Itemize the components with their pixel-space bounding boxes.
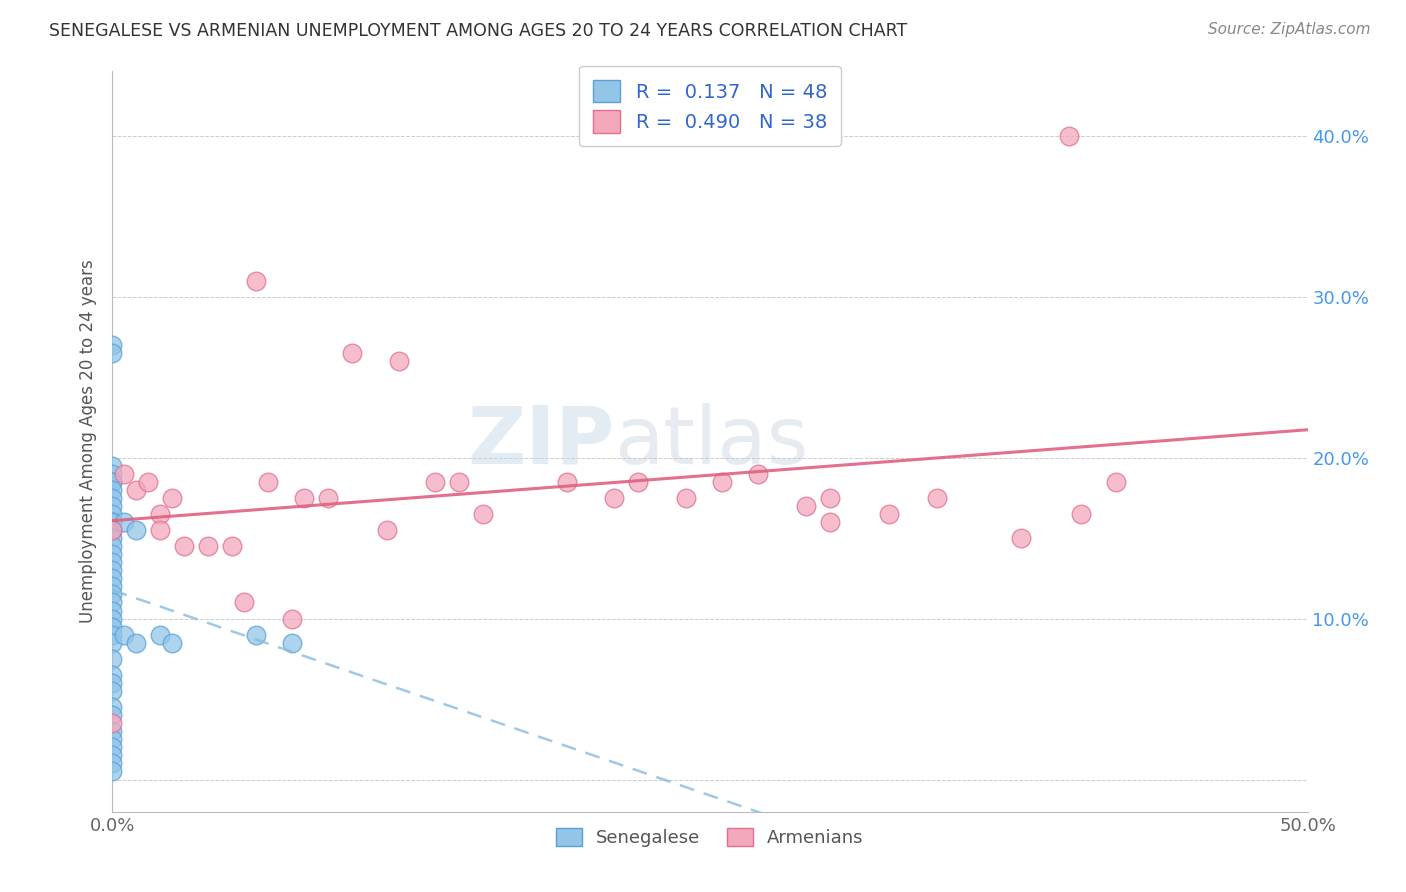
Point	[101, 652, 124, 666]
Point	[101, 595, 124, 609]
Point	[101, 740, 124, 755]
Point	[101, 539, 124, 553]
Point	[101, 700, 124, 714]
Point	[377, 523, 399, 537]
Point	[245, 628, 267, 642]
Point	[101, 732, 124, 747]
Point	[603, 491, 626, 505]
Point	[114, 467, 135, 481]
Point	[1010, 531, 1032, 545]
Point	[245, 274, 267, 288]
Point	[101, 475, 124, 489]
Point	[927, 491, 949, 505]
Text: atlas: atlas	[614, 402, 808, 481]
Legend: Senegalese, Armenians: Senegalese, Armenians	[550, 821, 870, 855]
Point	[233, 595, 256, 609]
Point	[101, 475, 124, 489]
Point	[101, 628, 124, 642]
Point	[340, 346, 363, 360]
Point	[101, 571, 124, 585]
Point	[114, 628, 135, 642]
Point	[173, 539, 195, 553]
Point	[316, 491, 339, 505]
Point	[472, 507, 495, 521]
Point	[125, 523, 148, 537]
Point	[281, 611, 304, 625]
Text: Source: ZipAtlas.com: Source: ZipAtlas.com	[1208, 22, 1371, 37]
Point	[675, 491, 697, 505]
Point	[114, 515, 135, 529]
Point	[101, 611, 124, 625]
Text: ZIP: ZIP	[467, 402, 614, 481]
Point	[149, 507, 172, 521]
Point	[101, 523, 124, 537]
Point	[138, 475, 160, 489]
Point	[101, 668, 124, 682]
Point	[627, 475, 650, 489]
Point	[711, 475, 734, 489]
Point	[257, 475, 280, 489]
Point	[101, 708, 124, 723]
Point	[101, 587, 124, 601]
Point	[101, 547, 124, 561]
Point	[149, 523, 172, 537]
Point	[101, 716, 124, 731]
Point	[101, 555, 124, 569]
Point	[101, 756, 124, 771]
Point	[101, 676, 124, 690]
Text: SENEGALESE VS ARMENIAN UNEMPLOYMENT AMONG AGES 20 TO 24 YEARS CORRELATION CHART: SENEGALESE VS ARMENIAN UNEMPLOYMENT AMON…	[49, 22, 907, 40]
Point	[388, 354, 411, 368]
Point	[101, 458, 124, 473]
Point	[221, 539, 243, 553]
Point	[101, 499, 124, 513]
Point	[101, 483, 124, 497]
Point	[101, 603, 124, 617]
Point	[149, 628, 172, 642]
Point	[101, 491, 124, 505]
Point	[101, 346, 124, 360]
Point	[101, 523, 124, 537]
Point	[101, 563, 124, 577]
Point	[794, 499, 817, 513]
Point	[101, 467, 124, 481]
Point	[879, 507, 901, 521]
Point	[197, 539, 219, 553]
Point	[1070, 507, 1092, 521]
Point	[101, 523, 124, 537]
Point	[101, 579, 124, 593]
Point	[1105, 475, 1128, 489]
Point	[425, 475, 447, 489]
Point	[101, 764, 124, 779]
Point	[162, 491, 183, 505]
Point	[101, 507, 124, 521]
Point	[162, 636, 183, 650]
Point	[747, 467, 769, 481]
Point	[101, 531, 124, 545]
Point	[101, 515, 124, 529]
Point	[125, 483, 148, 497]
Point	[292, 491, 315, 505]
Point	[101, 724, 124, 739]
Point	[101, 684, 124, 698]
Point	[125, 636, 148, 650]
Point	[281, 636, 304, 650]
Point	[1057, 128, 1080, 143]
Point	[101, 636, 124, 650]
Point	[101, 619, 124, 633]
Y-axis label: Unemployment Among Ages 20 to 24 years: Unemployment Among Ages 20 to 24 years	[79, 260, 97, 624]
Point	[447, 475, 470, 489]
Point	[818, 515, 841, 529]
Point	[555, 475, 578, 489]
Point	[818, 491, 841, 505]
Point	[101, 748, 124, 763]
Point	[101, 338, 124, 352]
Point	[101, 515, 124, 529]
